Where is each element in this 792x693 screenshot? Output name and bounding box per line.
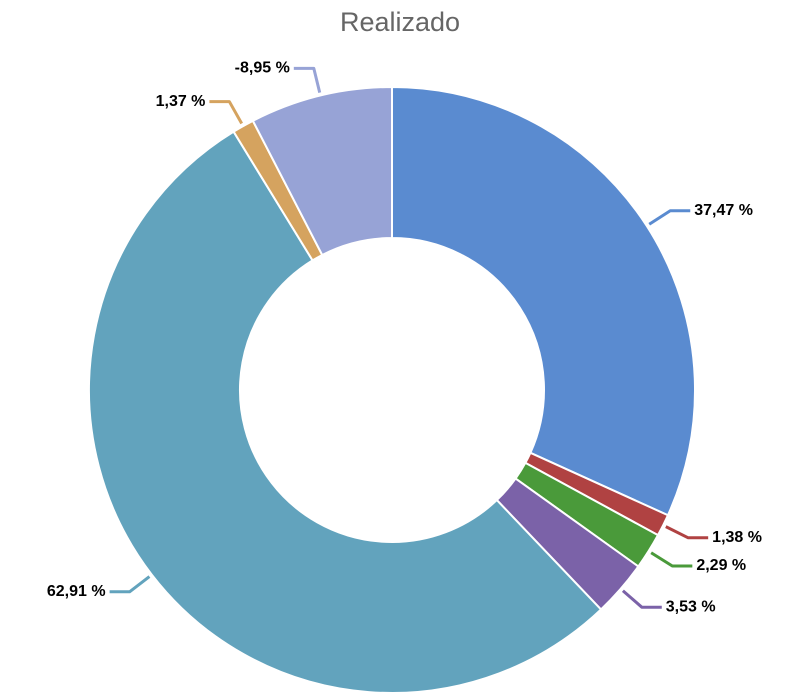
leader-line bbox=[621, 589, 662, 609]
data-label: 3,53 % bbox=[666, 598, 716, 615]
leader-line bbox=[293, 66, 322, 94]
leader-line bbox=[209, 100, 243, 125]
donut-slice bbox=[88, 130, 603, 693]
donut-slice bbox=[251, 85, 393, 257]
data-label: 62,91 % bbox=[47, 583, 106, 600]
leader-line bbox=[109, 575, 151, 594]
data-label: 2,29 % bbox=[696, 557, 746, 574]
chart-title: Realizado bbox=[340, 7, 460, 37]
data-label: 1,38 % bbox=[712, 529, 762, 546]
leader-line bbox=[650, 551, 693, 568]
data-label: 37,47 % bbox=[694, 202, 753, 219]
leader-line bbox=[648, 209, 691, 226]
data-label: 1,37 % bbox=[156, 93, 206, 110]
donut-slice bbox=[391, 85, 696, 517]
data-label: -8,95 % bbox=[235, 60, 290, 77]
leader-line bbox=[665, 525, 709, 540]
